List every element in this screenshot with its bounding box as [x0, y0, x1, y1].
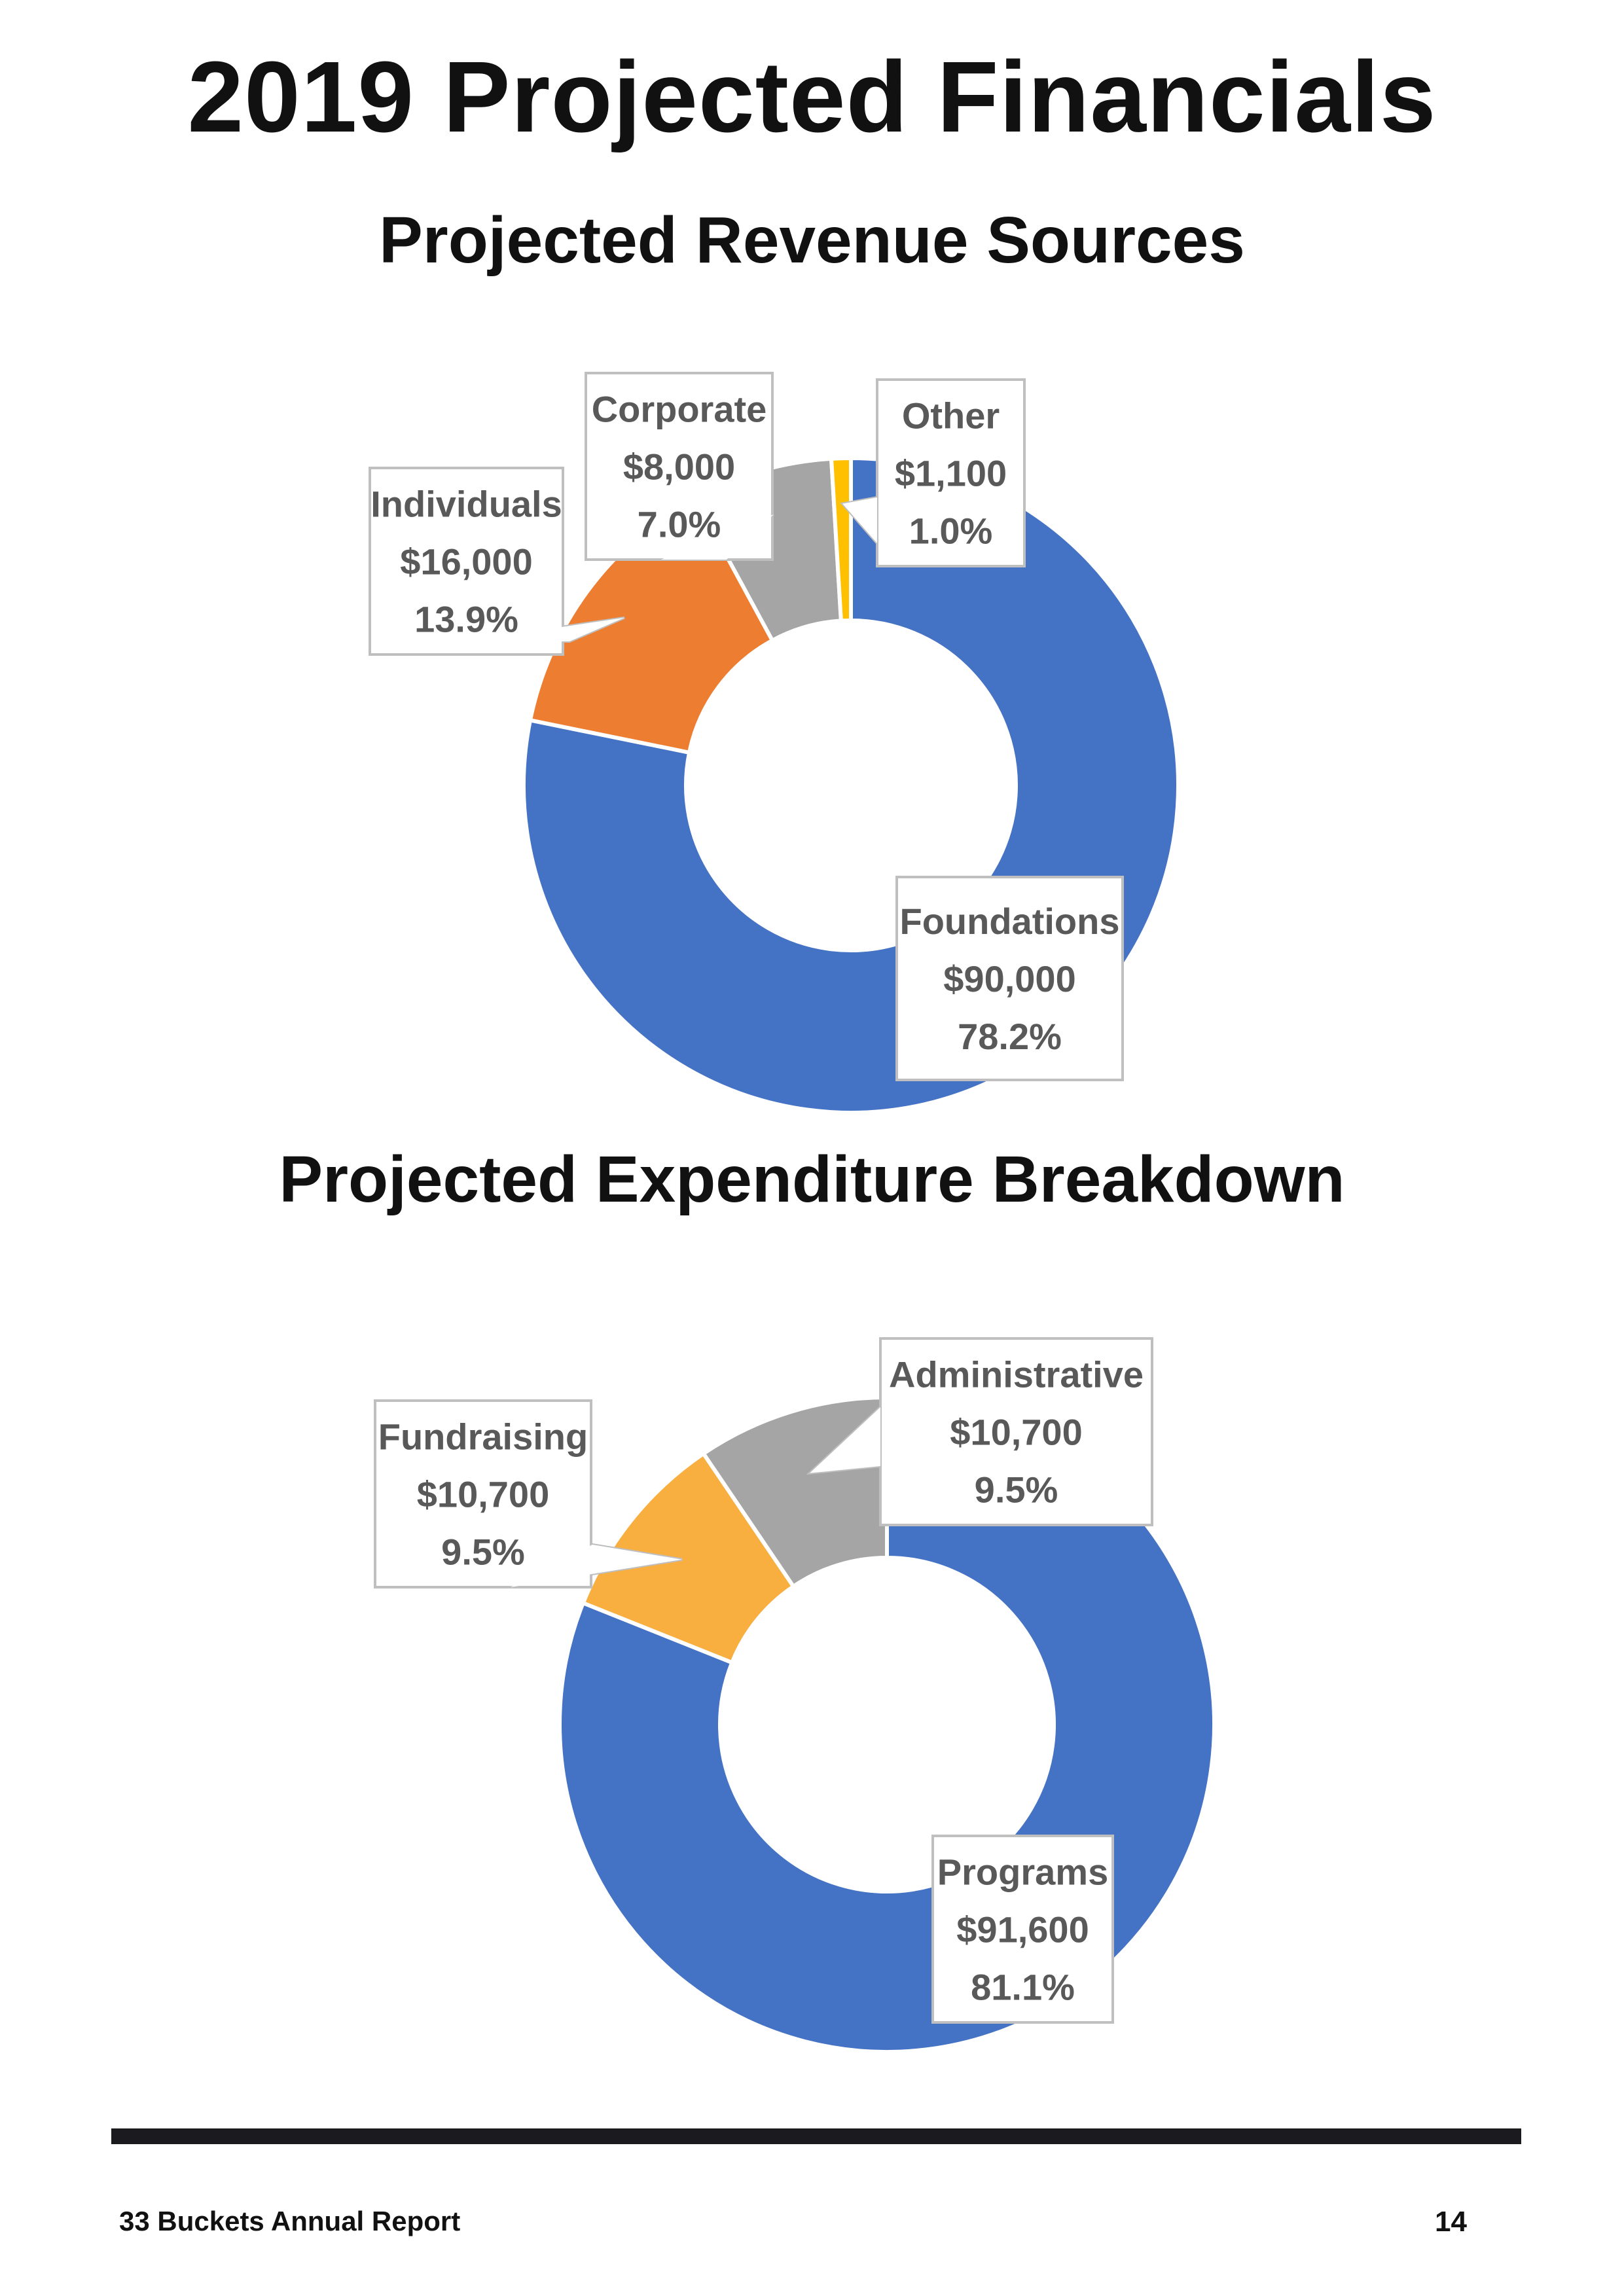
callout-value: $90,000	[943, 958, 1075, 999]
callout-percent: 13.9%	[414, 599, 518, 640]
callout-category: Individuals	[370, 484, 562, 525]
callout-corporate: Corporate $8,000 7.0%	[585, 372, 775, 561]
expenditure-donut-chart: Programs $91,600 81.1% Fundraising $10,700 9.…	[374, 1337, 1216, 2054]
callout-value: $10,700	[417, 1474, 549, 1515]
page-number: 14	[1435, 2206, 1467, 2238]
callout-programs: Programs $91,600 81.1%	[931, 1835, 1114, 2024]
revenue-donut-chart: Foundations $90,000 78.2% Individuals $16,00…	[369, 372, 1180, 1115]
callout-category: Programs	[937, 1852, 1108, 1893]
callout-box	[895, 876, 1124, 1081]
callout-percent: 9.5%	[441, 1532, 525, 1573]
callout-percent: 7.0%	[638, 504, 721, 545]
callout-box	[879, 1337, 1153, 1526]
footer-report-name: 33 Buckets Annual Report	[119, 2206, 461, 2236]
callout-value: $91,600	[956, 1909, 1089, 1950]
callout-box	[876, 378, 1026, 567]
callout-individuals: Individuals $16,000 13.9%	[369, 467, 625, 656]
callout-percent: 1.0%	[909, 511, 993, 552]
callout-category: Administrative	[889, 1354, 1144, 1395]
slice-other	[829, 456, 853, 623]
callout-category: Corporate	[592, 389, 767, 430]
page-title: 2019 Projected Financials	[187, 41, 1437, 153]
expenditure-chart-title: Projected Expenditure Breakdown	[279, 1143, 1345, 1216]
callout-value: $16,000	[400, 541, 532, 583]
callout-box	[931, 1835, 1114, 2024]
callout-box	[369, 467, 564, 656]
callout-percent: 9.5%	[975, 1469, 1058, 1511]
callout-percent: 78.2%	[958, 1016, 1062, 1057]
callout-administrative: Administrative $10,700 9.5%	[806, 1337, 1153, 1526]
callout-category: Other	[902, 395, 1000, 437]
callout-foundations: Foundations $90,000 78.2%	[895, 876, 1124, 1081]
footer-divider	[111, 2128, 1521, 2144]
callout-pointer-fill	[810, 1407, 880, 1473]
revenue-chart-title: Projected Revenue Sources	[379, 204, 1245, 277]
callout-value: $10,700	[950, 1412, 1082, 1453]
callout-other: Other $1,100 1.0%	[840, 378, 1026, 567]
callout-fundraising: Fundraising $10,700 9.5%	[374, 1399, 683, 1588]
callout-percent: 81.1%	[971, 1967, 1075, 2008]
callout-box	[374, 1399, 592, 1588]
callout-value: $8,000	[623, 446, 735, 488]
callout-pointer-fill	[511, 1545, 683, 1587]
callout-value: $1,100	[895, 453, 1007, 494]
callout-pointer-fill	[842, 497, 877, 543]
callout-category: Foundations	[900, 901, 1120, 942]
callout-category: Fundraising	[378, 1416, 588, 1458]
callout-pointer-fill	[661, 514, 774, 560]
